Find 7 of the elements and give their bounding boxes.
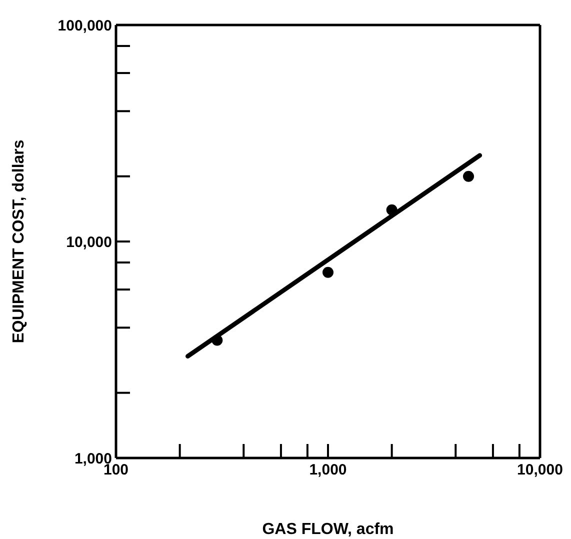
y-tick-label: 10,000	[66, 234, 112, 251]
y-tick-label: 1,000	[74, 450, 112, 468]
y-tick-label: 100,000	[58, 17, 112, 34]
x-axis-title: GAS FLOW, acfm	[262, 521, 394, 538]
x-tick-label: 10,000	[517, 462, 563, 479]
y-axis-title: EQUIPMENT COST, dollars	[10, 140, 28, 344]
x-tick-label: 1,000	[309, 462, 347, 479]
